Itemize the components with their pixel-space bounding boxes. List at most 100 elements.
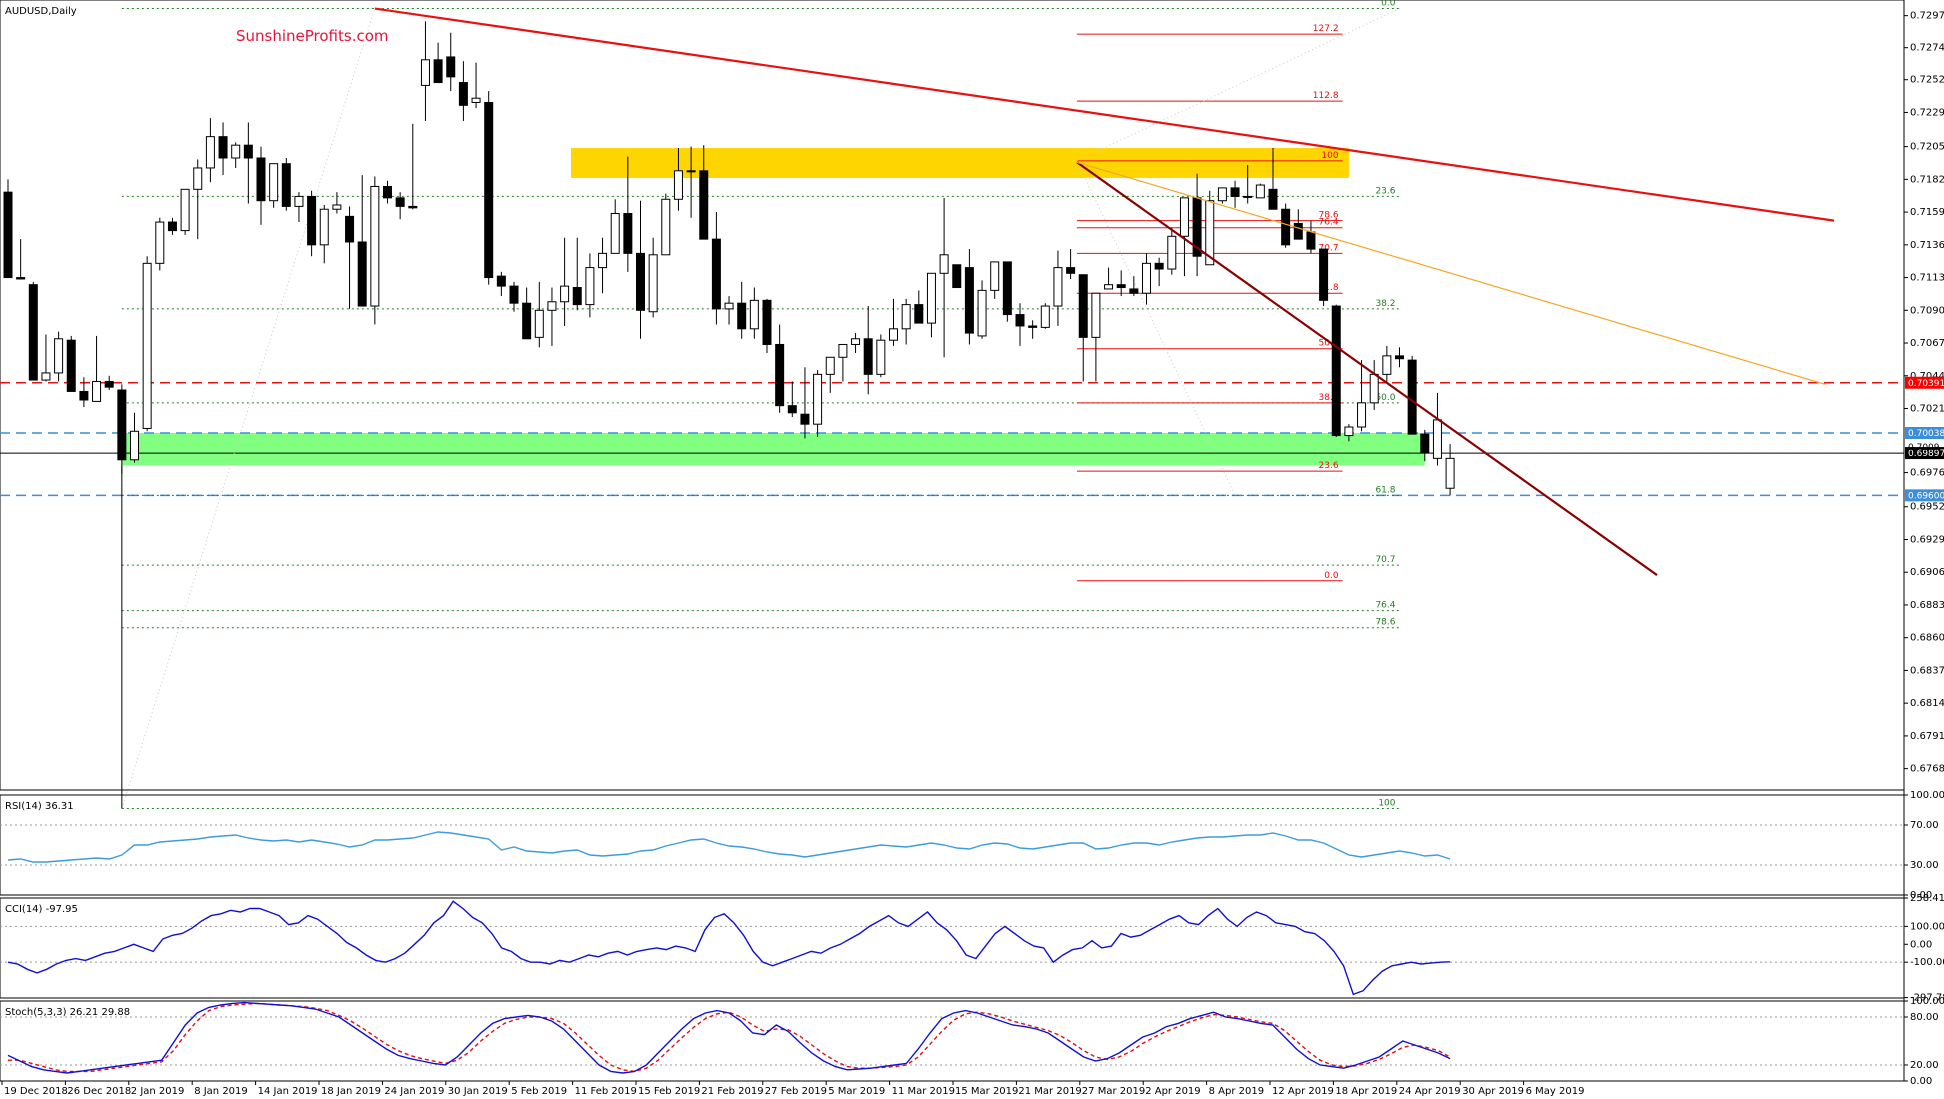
- candle-body: [509, 285, 519, 304]
- candle-body: [142, 262, 152, 429]
- candle-body: [889, 328, 898, 341]
- red-downtrend-line: [374, 7, 1835, 222]
- time-tick-label: 2 Apr 2019: [1145, 1086, 1200, 1097]
- time-tick-label: 5 Feb 2019: [511, 1086, 567, 1097]
- fib-down-label: 50.0: [1319, 339, 1339, 349]
- candle-body: [269, 163, 279, 202]
- candle-body: [1382, 355, 1392, 375]
- candle-body: [16, 277, 26, 280]
- stoch-main-line: [7, 1001, 1451, 1074]
- candle-body: [1066, 267, 1076, 274]
- stoch-label: Stoch(5,3,3) 26.21 29.88: [5, 1007, 130, 1018]
- candle-body: [155, 221, 165, 264]
- candle-body: [1078, 274, 1088, 338]
- candle-body: [876, 339, 886, 375]
- candle-body: [218, 136, 228, 159]
- candle-body: [547, 301, 557, 311]
- candle-body: [1319, 248, 1329, 301]
- candle-body: [231, 144, 241, 159]
- stoch-tick-label: 0.00: [1910, 1076, 1932, 1087]
- candle-body: [256, 157, 266, 202]
- fib-down-label: 70.7: [1319, 243, 1339, 253]
- time-tick-label: 27 Mar 2019: [1082, 1086, 1145, 1097]
- rsi-label: RSI(14) 36.31: [5, 801, 74, 812]
- time-tick-label: 30 Apr 2019: [1462, 1086, 1524, 1097]
- candle-body: [775, 343, 785, 407]
- candle-body: [370, 185, 380, 307]
- time-tick-label: 21 Mar 2019: [1018, 1086, 1081, 1097]
- candle-body: [1230, 187, 1240, 197]
- candle-body: [1142, 262, 1151, 294]
- candle-body: [395, 197, 405, 207]
- rsi-tick-label: 0.00: [1910, 890, 1932, 901]
- candle-body: [1255, 184, 1265, 199]
- candle-body: [838, 343, 848, 358]
- fib-up-label: 50.0: [1375, 393, 1395, 403]
- fib-down-label: 78.6: [1319, 211, 1339, 221]
- candle-body: [926, 272, 936, 324]
- time-tick-label: 24 Jan 2019: [384, 1086, 444, 1097]
- price-highlight-box: [1905, 427, 1944, 440]
- candle-body: [560, 285, 570, 303]
- candle-body: [294, 195, 304, 207]
- candle-body: [522, 302, 532, 340]
- candle-body: [180, 188, 190, 232]
- candle-body: [673, 170, 683, 200]
- candle-body: [851, 338, 861, 345]
- candle-body: [1179, 197, 1189, 237]
- time-tick-label: 6 May 2019: [1526, 1086, 1585, 1097]
- price-highlight-label: 0.69600: [1908, 491, 1944, 501]
- fib-down-label: 76.4: [1319, 218, 1339, 228]
- candle-body: [1420, 433, 1430, 454]
- candle-body: [711, 238, 721, 310]
- candle-body: [1445, 457, 1455, 489]
- fib-down-label: 100: [1321, 151, 1338, 161]
- candle-body: [3, 191, 13, 279]
- candle-body: [496, 275, 506, 287]
- candle-body: [319, 208, 329, 246]
- candle-body: [1281, 208, 1291, 246]
- candle-body: [1293, 222, 1303, 240]
- time-tick-label: 30 Jan 2019: [448, 1086, 508, 1097]
- candle-body: [724, 302, 734, 310]
- cci-tick-label: 100.00: [1910, 921, 1944, 932]
- rsi-tick-label: 70.00: [1910, 820, 1939, 831]
- candle-body: [914, 304, 924, 324]
- fib-down-label: 0.0: [1324, 571, 1339, 581]
- candle-body: [243, 144, 253, 159]
- candle-body: [307, 195, 317, 246]
- candle-body: [205, 136, 215, 169]
- candle-body: [1154, 262, 1164, 270]
- fib-up-label: 78.6: [1375, 618, 1395, 628]
- candle-body: [1306, 231, 1316, 250]
- candle-body: [167, 221, 177, 232]
- candle-body: [800, 413, 810, 425]
- cci-tick-label: -297.78: [1910, 993, 1944, 1004]
- cci-tick-label: 0.00: [1910, 939, 1932, 950]
- darkred-downtrend-line: [1076, 161, 1658, 576]
- candle-body: [332, 204, 342, 210]
- candle-body: [787, 405, 797, 414]
- cci-line: [7, 900, 1451, 996]
- watermark: SunshineProfits.com: [236, 27, 389, 45]
- time-tick-label: 26 Dec 2018: [67, 1086, 131, 1097]
- cci-label: CCI(14) -97.95: [5, 904, 78, 915]
- candle-body: [636, 252, 645, 311]
- fib-up-label: 76.4: [1375, 601, 1395, 611]
- candle-body: [534, 309, 544, 338]
- time-tick-label: 18 Jan 2019: [321, 1086, 381, 1097]
- time-tick-label: 2 Jan 2019: [131, 1086, 185, 1097]
- candle-body: [990, 261, 1000, 291]
- candle-body: [863, 338, 873, 375]
- candle-body: [952, 264, 962, 289]
- stoch-tick-label: 100.00: [1910, 996, 1944, 1007]
- price-highlight-label: 0.69897: [1908, 449, 1944, 459]
- candle-body: [699, 170, 709, 240]
